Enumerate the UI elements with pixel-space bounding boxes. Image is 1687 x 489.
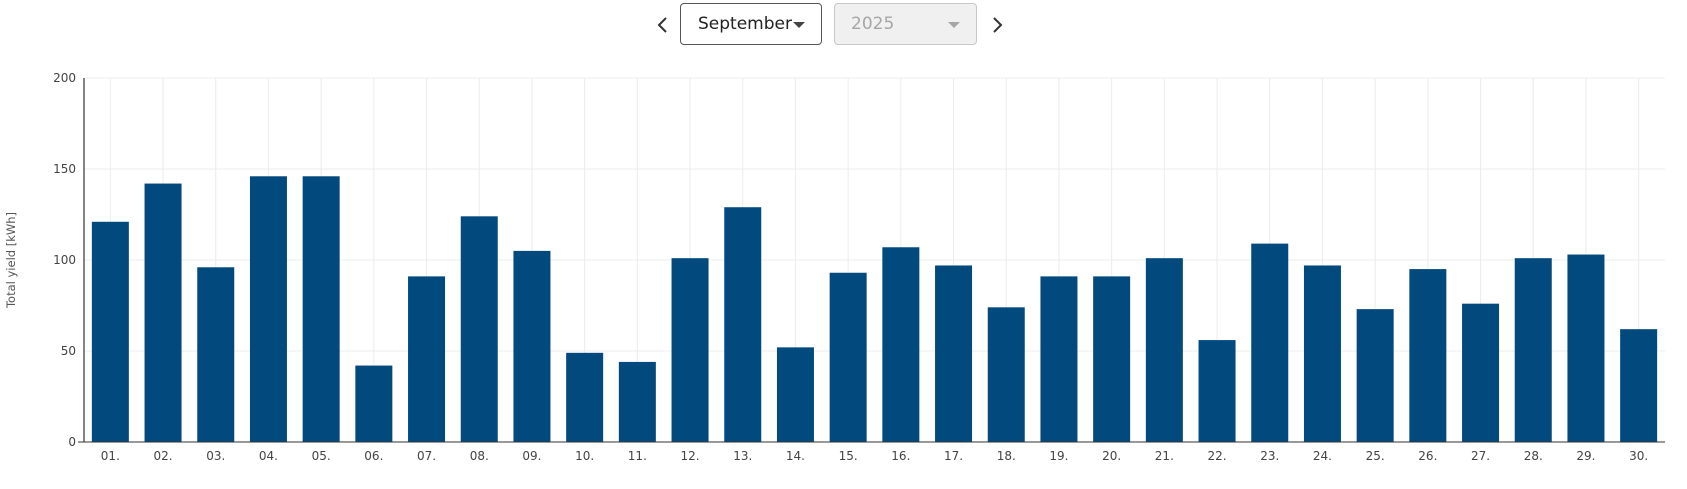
y-tick-label: 200 [53,71,76,85]
next-month-button[interactable] [985,13,1009,37]
x-tick-label: 12. [681,449,700,463]
bar-day-13 [724,207,762,442]
x-tick-label: 17. [944,449,963,463]
x-tick-label: 05. [312,449,331,463]
bar-day-29 [1567,254,1605,442]
bar-day-18 [987,307,1025,442]
bar-day-11 [618,361,656,442]
x-tick-label: 11. [628,449,647,463]
x-tick-label: 29. [1576,449,1595,463]
x-tick-label: 25. [1366,449,1385,463]
x-tick-label: 07. [417,449,436,463]
bar-day-26 [1409,269,1447,442]
bar-day-21 [1145,258,1183,442]
axes [78,78,1665,443]
period-selector: September 2025 [0,3,1687,47]
bar-day-04 [249,176,287,442]
x-tick-label: 16. [891,449,910,463]
x-tick-label: 26. [1418,449,1437,463]
bar-day-23 [1251,243,1289,442]
x-tick-label: 10. [575,449,594,463]
bar-day-01 [91,221,129,442]
x-tick-label: 24. [1313,449,1332,463]
x-tick-label: 30. [1629,449,1648,463]
x-tick-label: 15. [839,449,858,463]
bar-day-16 [882,247,920,442]
bar-day-06 [355,365,393,442]
x-tick-label: 20. [1102,449,1121,463]
bar-day-03 [197,267,235,442]
y-tick-label: 50 [61,344,76,358]
bar-day-25 [1356,309,1394,442]
x-tick-label: 06. [364,449,383,463]
x-tick-label: 09. [522,449,541,463]
bar-day-02 [144,183,182,442]
bar-day-17 [935,265,973,442]
year-value: 2025 [851,14,895,34]
previous-month-button[interactable] [651,13,675,37]
bar-day-05 [302,176,340,442]
chevron-left-icon [657,17,667,33]
y-axis-label: Total yield [kWh] [4,212,18,309]
bar-day-30 [1620,329,1658,442]
x-tick-label: 04. [259,449,278,463]
bar-day-10 [566,352,604,442]
bar-day-20 [1093,276,1131,442]
x-tick-label: 23. [1260,449,1279,463]
x-tick-label: 13. [733,449,752,463]
x-tick-label: 28. [1524,449,1543,463]
bars [91,176,1658,442]
y-tick-label: 0 [68,435,76,449]
bar-day-19 [1040,276,1078,442]
x-tick-label: 21. [1155,449,1174,463]
bar-day-12 [671,258,709,442]
x-tick-label: 22. [1208,449,1227,463]
y-axis-ticks: 0 50 100 150 200 [53,71,76,449]
caret-down-icon [793,22,805,28]
bar-day-22 [1198,340,1236,442]
bar-day-07 [408,276,446,442]
caret-down-icon [948,22,960,28]
x-tick-label: 27. [1471,449,1490,463]
bar-day-28 [1514,258,1552,442]
x-tick-label: 19. [1049,449,1068,463]
bar-day-14 [776,347,814,442]
year-dropdown[interactable]: 2025 [834,3,977,45]
x-tick-label: 14. [786,449,805,463]
x-tick-label: 08. [470,449,489,463]
x-tick-label: 03. [206,449,225,463]
month-value: September [698,14,792,34]
x-tick-label: 01. [101,449,120,463]
bar-day-15 [829,272,867,442]
bar-day-27 [1462,303,1500,442]
bar-day-09 [513,250,551,442]
bar-day-08 [460,216,498,442]
y-tick-label: 100 [53,253,76,267]
x-tick-label: 18. [997,449,1016,463]
x-axis-ticks: 01. 02. 03. 04. 05. 06. 07. 08. 09. 10. 11. 12. 13. 1… [101,449,1648,463]
chevron-right-icon [993,17,1003,33]
bar-day-24 [1303,265,1341,442]
month-dropdown[interactable]: September [680,3,822,45]
x-tick-label: 02. [154,449,173,463]
y-tick-label: 150 [53,162,76,176]
